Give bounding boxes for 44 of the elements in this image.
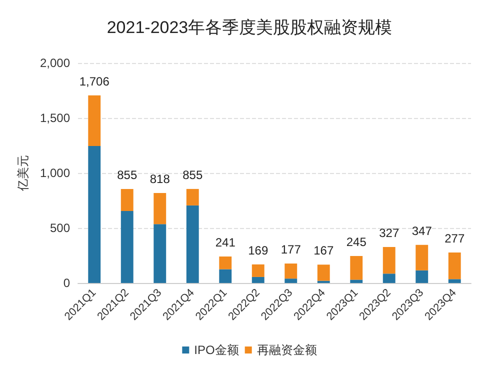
total-label: 855 — [117, 168, 138, 182]
y-tick-label: 1,500 — [40, 111, 70, 125]
total-label: 177 — [280, 242, 302, 257]
total-label: 277 — [444, 232, 465, 246]
bar — [120, 188, 134, 211]
chart-title: 2021-2023年各季度美股股权融资规模 — [106, 18, 392, 37]
bar — [416, 244, 428, 270]
bar — [88, 146, 101, 283]
bar — [382, 247, 396, 274]
total-label: 347 — [412, 224, 432, 238]
bar — [448, 279, 461, 283]
bar — [186, 205, 199, 283]
bar — [448, 252, 461, 280]
bar — [284, 264, 298, 279]
total-label: 169 — [248, 243, 268, 258]
y-axis-title: 亿美元 — [16, 155, 30, 192]
y-tick-label: 1,000 — [40, 166, 70, 180]
y-tick-label: 500 — [50, 221, 70, 235]
bar — [284, 278, 298, 283]
total-label: 245 — [346, 235, 367, 250]
legend-label: 再融资金额 — [256, 343, 317, 357]
total-label: 167 — [314, 244, 334, 258]
y-tick-label: 2,000 — [40, 56, 70, 70]
y-tick-label: 0 — [63, 276, 70, 290]
bar — [219, 256, 232, 270]
bar — [317, 264, 330, 281]
bar — [350, 256, 363, 280]
bar — [88, 95, 101, 146]
bar — [382, 274, 396, 283]
total-label: 327 — [379, 226, 400, 240]
bar — [120, 210, 134, 283]
total-label: 855 — [182, 168, 203, 182]
bar — [350, 280, 363, 283]
bar — [219, 269, 232, 283]
bar — [154, 224, 166, 283]
bar — [416, 270, 428, 283]
bar — [186, 188, 199, 206]
bar — [252, 264, 264, 277]
bar — [154, 193, 166, 224]
total-label: 1,706 — [79, 74, 110, 88]
legend-label: IPO金额 — [194, 343, 239, 357]
total-label: 818 — [150, 172, 170, 186]
bar — [252, 276, 264, 283]
total-label: 241 — [215, 235, 236, 250]
